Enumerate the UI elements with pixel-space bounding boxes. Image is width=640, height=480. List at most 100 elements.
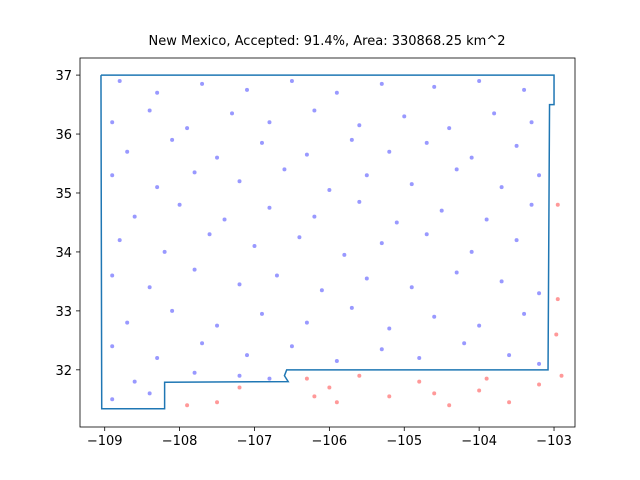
point — [215, 400, 220, 405]
y-tick-label: 33 — [55, 305, 72, 320]
point — [274, 273, 279, 278]
point — [432, 314, 437, 319]
point — [499, 185, 504, 190]
point — [259, 140, 264, 145]
point — [177, 202, 182, 207]
point — [537, 361, 542, 366]
point — [387, 394, 392, 399]
point — [522, 87, 527, 92]
point — [192, 267, 197, 272]
point — [559, 373, 564, 378]
point — [555, 202, 560, 207]
point — [237, 282, 242, 287]
point — [230, 111, 235, 116]
y-tick-label: 35 — [55, 187, 72, 202]
point — [402, 114, 407, 119]
point — [507, 353, 512, 358]
point — [477, 388, 482, 393]
point — [244, 353, 249, 358]
point — [289, 78, 294, 83]
point — [342, 252, 347, 257]
point — [334, 358, 339, 363]
point — [447, 126, 452, 131]
point — [499, 279, 504, 284]
point — [537, 291, 542, 296]
point — [147, 391, 152, 396]
point — [409, 182, 414, 187]
point — [162, 249, 167, 254]
point — [192, 170, 197, 175]
point — [185, 403, 190, 408]
point — [110, 273, 115, 278]
point — [200, 81, 205, 86]
point — [469, 155, 474, 160]
point — [110, 120, 115, 125]
point — [312, 214, 317, 219]
point — [424, 232, 429, 237]
point — [237, 385, 242, 390]
point — [492, 111, 497, 116]
point — [289, 344, 294, 349]
point — [394, 220, 399, 225]
point — [237, 373, 242, 378]
point — [379, 347, 384, 352]
point — [357, 373, 362, 378]
point — [170, 137, 175, 142]
point — [514, 238, 519, 243]
point — [417, 356, 422, 361]
point — [432, 391, 437, 396]
point — [432, 84, 437, 89]
point — [537, 382, 542, 387]
point — [319, 288, 324, 293]
point — [364, 173, 369, 178]
point — [125, 149, 130, 154]
x-tick-label: −108 — [162, 434, 198, 449]
point — [424, 140, 429, 145]
x-tick-label: −103 — [536, 434, 572, 449]
x-tick-label: −106 — [312, 434, 348, 449]
x-tick-label: −107 — [237, 434, 273, 449]
point — [327, 385, 332, 390]
point — [514, 143, 519, 148]
point — [387, 326, 392, 331]
plot-frame — [79, 57, 576, 428]
point — [312, 108, 317, 113]
point — [477, 323, 482, 328]
point — [364, 276, 369, 281]
point — [155, 356, 160, 361]
point — [117, 238, 122, 243]
point — [297, 235, 302, 240]
point — [554, 332, 559, 337]
point — [282, 167, 287, 172]
point — [207, 232, 212, 237]
point — [185, 126, 190, 131]
point — [132, 214, 137, 219]
point — [155, 90, 160, 95]
point — [252, 244, 257, 249]
point — [147, 285, 152, 290]
point — [409, 285, 414, 290]
point — [110, 397, 115, 402]
point — [334, 90, 339, 95]
point — [222, 217, 227, 222]
y-tick-label: 32 — [55, 364, 72, 379]
point — [132, 379, 137, 384]
x-tick-label: −109 — [87, 434, 123, 449]
point — [192, 370, 197, 375]
point — [462, 341, 467, 346]
point — [537, 173, 542, 178]
y-tick-label: 34 — [55, 246, 72, 261]
point — [200, 341, 205, 346]
point — [170, 308, 175, 313]
point — [237, 179, 242, 184]
point — [529, 202, 534, 207]
point — [555, 297, 560, 302]
boundary-line — [100, 74, 555, 410]
point — [454, 167, 459, 172]
point — [259, 311, 264, 316]
point — [312, 394, 317, 399]
point — [379, 81, 384, 86]
point — [387, 149, 392, 154]
point — [454, 270, 459, 275]
